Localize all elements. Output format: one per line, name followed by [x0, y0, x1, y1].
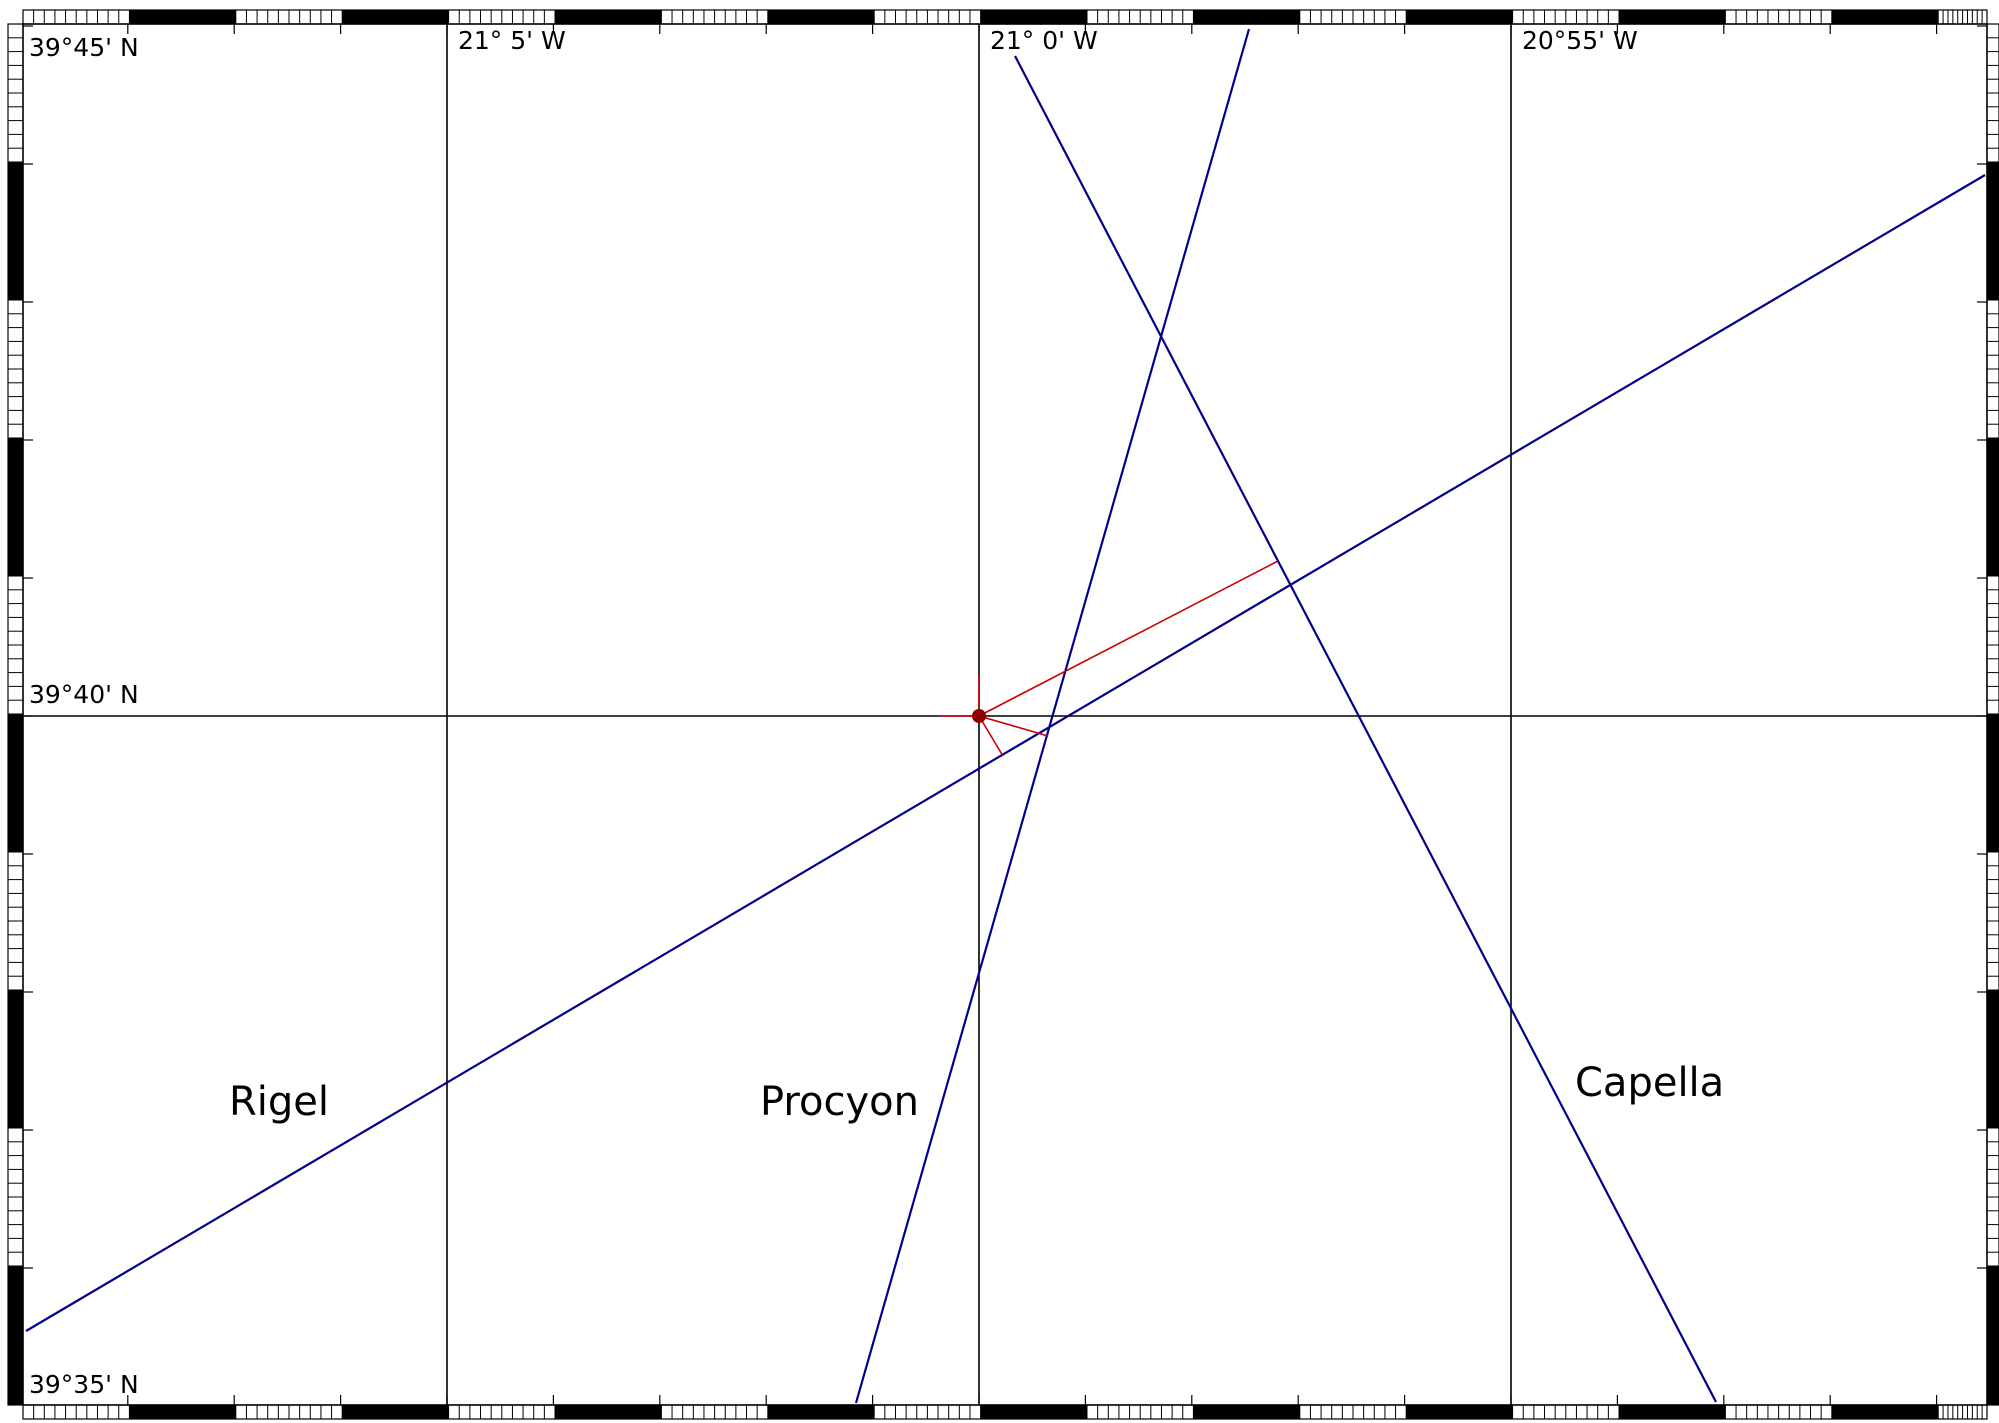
border-top-segment: [1831, 10, 1939, 24]
border-top-segment: [767, 10, 875, 24]
border-bottom-segment: [22, 1404, 130, 1420]
lop-label-procyon: Procyon: [760, 1079, 919, 1125]
border-top-segment: [660, 9, 769, 25]
border-left-segment: [7, 299, 24, 439]
border-top-segment: [1619, 10, 1726, 24]
border-scale-left: [7, 23, 24, 1406]
border-bottom-segment: [1937, 1404, 1988, 1420]
azimuth-line-rigel: [978, 715, 1004, 757]
border-top-segment: [1512, 9, 1620, 25]
border-top-segment: [1724, 9, 1833, 25]
border-bottom-segment: [980, 1405, 1087, 1419]
longitude-label-21-00w: 21° 0' W: [990, 26, 1098, 55]
border-bottom-segment: [767, 1405, 875, 1419]
border-right-segment: [1986, 1127, 1999, 1267]
border-bottom-segment: [448, 1404, 556, 1420]
border-left-segment: [7, 23, 24, 163]
border-top-segment: [22, 9, 130, 25]
border-top-segment: [235, 9, 343, 25]
border-top-segment: [1937, 9, 1988, 25]
azimuth-line-capella: [978, 560, 1279, 717]
border-bottom-segment: [1086, 1404, 1194, 1420]
border-top-segment: [873, 9, 982, 25]
border-bottom-segment: [235, 1404, 343, 1420]
border-right-segment: [1986, 575, 1999, 715]
border-bottom-segment: [129, 1405, 236, 1419]
lop-label-capella: Capella: [1575, 1060, 1724, 1106]
latitude-label-39-45n: 39°45' N: [29, 33, 139, 62]
lop-procyon: [854, 28, 1251, 1404]
border-top-segment: [1086, 9, 1194, 25]
border-right-segment: [1986, 23, 1999, 163]
border-bottom-segment: [1299, 1404, 1407, 1420]
border-top-segment: [129, 10, 236, 24]
border-top-segment: [555, 10, 662, 24]
border-bottom-segment: [342, 1405, 449, 1419]
border-bottom-segment: [1512, 1404, 1620, 1420]
border-scale-top: [22, 9, 1988, 25]
map-frame: [22, 23, 1988, 1406]
border-bottom-segment: [1831, 1405, 1939, 1419]
dead-reckoning-position-marker: [972, 709, 986, 723]
border-bottom-segment: [555, 1405, 662, 1419]
border-left-segment: [8, 990, 23, 1128]
border-right-segment: [1987, 990, 1999, 1128]
border-scale-right: [1986, 23, 1999, 1406]
lop-label-rigel: Rigel: [229, 1079, 329, 1125]
border-bottom-segment: [873, 1404, 982, 1420]
border-left-segment: [7, 575, 24, 715]
border-scale-bottom: [22, 1404, 1988, 1420]
border-right-segment: [1986, 851, 1999, 991]
border-left-segment: [7, 851, 24, 991]
border-bottom-segment: [1193, 1405, 1300, 1419]
border-left-segment: [8, 438, 23, 576]
border-bottom-segment: [660, 1404, 769, 1420]
border-right-segment: [1987, 438, 1999, 576]
border-scale: [7, 9, 1999, 1420]
border-top-segment: [1193, 10, 1300, 24]
lop-rigel: [25, 174, 1986, 1332]
latitude-label-39-35n: 39°35' N: [29, 1370, 139, 1399]
border-left-segment: [8, 714, 23, 852]
border-bottom-segment: [1406, 1405, 1513, 1419]
border-top-segment: [1406, 10, 1513, 24]
border-top-segment: [980, 10, 1087, 24]
border-top-segment: [342, 10, 449, 24]
border-right-segment: [1986, 299, 1999, 439]
longitude-label-21-05w: 21° 5' W: [458, 26, 566, 55]
border-right-segment: [1987, 1266, 1999, 1404]
azimuth-line-procyon: [978, 715, 1049, 737]
border-top-segment: [448, 9, 556, 25]
longitude-label-20-55w: 20°55' W: [1522, 26, 1638, 55]
lines-of-position: [25, 28, 1986, 1404]
border-right-segment: [1987, 714, 1999, 852]
border-bottom-segment: [1724, 1404, 1833, 1420]
border-bottom-segment: [1619, 1405, 1726, 1419]
border-left-segment: [8, 162, 23, 300]
border-top-segment: [1299, 9, 1407, 25]
lop-capella: [1014, 55, 1717, 1403]
border-left-segment: [8, 1266, 23, 1404]
border-left-segment: [7, 1127, 24, 1267]
border-right-segment: [1987, 162, 1999, 300]
latitude-label-39-40n: 39°40' N: [29, 680, 139, 709]
